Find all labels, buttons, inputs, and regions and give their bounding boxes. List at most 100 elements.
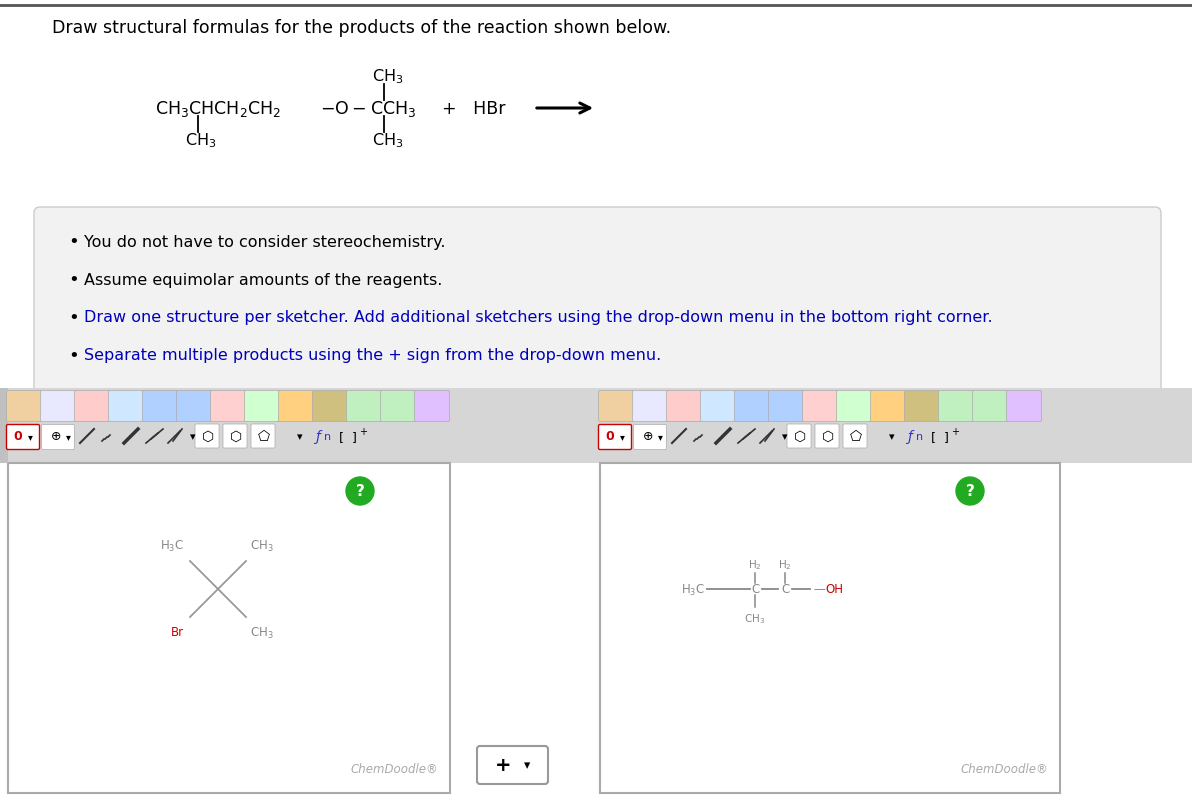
FancyBboxPatch shape — [843, 425, 867, 448]
Text: [  ]: [ ] — [931, 431, 949, 444]
FancyBboxPatch shape — [223, 425, 247, 448]
FancyBboxPatch shape — [42, 425, 75, 450]
FancyBboxPatch shape — [41, 391, 75, 422]
Text: $\mathsf{-O-}$: $\mathsf{-O-}$ — [319, 100, 366, 118]
Text: ?: ? — [355, 484, 365, 499]
FancyBboxPatch shape — [6, 425, 39, 450]
Text: ▾: ▾ — [27, 431, 32, 442]
FancyBboxPatch shape — [244, 391, 279, 422]
Text: ƒ: ƒ — [907, 430, 912, 443]
Text: Assume equimolar amounts of the reagents.: Assume equimolar amounts of the reagents… — [83, 272, 442, 287]
Text: ⬠: ⬠ — [257, 430, 271, 443]
Text: +   HBr: + HBr — [442, 100, 505, 118]
FancyBboxPatch shape — [35, 208, 1161, 394]
FancyBboxPatch shape — [176, 391, 211, 422]
Text: $\mathsf{CH_3CHCH_2CH_2}$: $\mathsf{CH_3CHCH_2CH_2}$ — [155, 99, 281, 119]
Text: ▾: ▾ — [66, 431, 70, 442]
Text: ▾: ▾ — [658, 431, 663, 442]
FancyBboxPatch shape — [252, 425, 275, 448]
Text: $\mathsf{H_2}$: $\mathsf{H_2}$ — [749, 557, 762, 571]
FancyBboxPatch shape — [666, 391, 702, 422]
Text: ▾: ▾ — [297, 431, 303, 442]
Text: $\mathsf{CH_3}$: $\mathsf{CH_3}$ — [185, 132, 217, 150]
Text: ▾: ▾ — [523, 759, 530, 772]
Text: •: • — [68, 308, 79, 327]
FancyBboxPatch shape — [701, 391, 735, 422]
FancyBboxPatch shape — [195, 425, 219, 448]
FancyBboxPatch shape — [633, 391, 668, 422]
Text: $\mathsf{H_3C}$: $\mathsf{H_3C}$ — [160, 538, 184, 553]
Text: Br: Br — [170, 626, 184, 638]
Text: —: — — [813, 583, 825, 596]
FancyBboxPatch shape — [415, 391, 449, 422]
FancyBboxPatch shape — [598, 425, 632, 450]
FancyBboxPatch shape — [143, 391, 178, 422]
Text: $\mathsf{CH_3}$: $\mathsf{CH_3}$ — [744, 611, 765, 625]
Text: ⬡: ⬡ — [794, 430, 806, 443]
Text: $\mathsf{H_2}$: $\mathsf{H_2}$ — [778, 557, 791, 571]
Text: n: n — [324, 431, 331, 442]
Text: Draw one structure per sketcher. Add additional sketchers using the drop-down me: Draw one structure per sketcher. Add add… — [83, 310, 993, 325]
FancyBboxPatch shape — [211, 391, 246, 422]
Text: You do not have to consider stereochemistry.: You do not have to consider stereochemis… — [83, 234, 446, 249]
Text: +: + — [951, 426, 960, 437]
Text: ⬡: ⬡ — [822, 430, 834, 443]
Text: ▾: ▾ — [620, 431, 625, 442]
Text: Draw structural formulas for the products of the reaction shown below.: Draw structural formulas for the product… — [52, 19, 671, 37]
Text: ChemDoodle®: ChemDoodle® — [350, 762, 437, 775]
FancyBboxPatch shape — [870, 391, 906, 422]
FancyBboxPatch shape — [938, 391, 974, 422]
Text: ⊕: ⊕ — [642, 430, 653, 443]
Text: ?: ? — [966, 484, 974, 499]
Bar — [0, 389, 8, 463]
FancyBboxPatch shape — [633, 425, 666, 450]
Text: 0: 0 — [606, 430, 614, 443]
FancyBboxPatch shape — [6, 391, 42, 422]
FancyBboxPatch shape — [75, 391, 110, 422]
FancyBboxPatch shape — [769, 391, 803, 422]
Bar — [0, 389, 1192, 463]
FancyBboxPatch shape — [477, 746, 548, 784]
Text: ChemDoodle®: ChemDoodle® — [961, 762, 1048, 775]
Text: C: C — [781, 583, 789, 596]
FancyBboxPatch shape — [1006, 391, 1042, 422]
Circle shape — [346, 478, 374, 505]
Text: 0: 0 — [13, 430, 23, 443]
Text: ⬠: ⬠ — [850, 430, 862, 443]
Text: •: • — [68, 233, 79, 251]
Text: $\mathsf{CH_3}$: $\mathsf{CH_3}$ — [250, 538, 274, 553]
Text: ƒ: ƒ — [316, 430, 321, 443]
Text: $\mathsf{CH_3}$: $\mathsf{CH_3}$ — [372, 67, 403, 86]
Text: •: • — [68, 271, 79, 288]
FancyBboxPatch shape — [598, 391, 633, 422]
FancyBboxPatch shape — [787, 425, 811, 448]
FancyBboxPatch shape — [347, 391, 381, 422]
FancyBboxPatch shape — [312, 391, 348, 422]
FancyBboxPatch shape — [734, 391, 770, 422]
Text: ⊕: ⊕ — [51, 430, 61, 443]
Text: C: C — [751, 583, 759, 596]
FancyBboxPatch shape — [815, 425, 839, 448]
Text: ▾: ▾ — [782, 431, 788, 442]
Bar — [600, 463, 1060, 793]
Text: ⬡: ⬡ — [230, 430, 242, 443]
Text: $\mathsf{CH_3}$: $\mathsf{CH_3}$ — [250, 626, 274, 640]
Text: n: n — [917, 431, 924, 442]
FancyBboxPatch shape — [973, 391, 1007, 422]
FancyBboxPatch shape — [837, 391, 871, 422]
Text: +: + — [495, 756, 511, 775]
FancyBboxPatch shape — [905, 391, 939, 422]
Text: ▾: ▾ — [889, 431, 895, 442]
Text: •: • — [68, 347, 79, 365]
Text: ▾: ▾ — [191, 431, 195, 442]
FancyBboxPatch shape — [108, 391, 143, 422]
Text: OH: OH — [825, 583, 843, 596]
Text: $\mathsf{CCH_3}$: $\mathsf{CCH_3}$ — [370, 99, 416, 119]
Text: +: + — [359, 426, 367, 437]
Bar — [8, 463, 451, 793]
Text: [  ]: [ ] — [339, 431, 356, 444]
FancyBboxPatch shape — [802, 391, 838, 422]
Text: $\mathsf{H_3C}$: $\mathsf{H_3C}$ — [681, 581, 704, 597]
FancyBboxPatch shape — [380, 391, 416, 422]
Text: ⬡: ⬡ — [201, 430, 215, 443]
